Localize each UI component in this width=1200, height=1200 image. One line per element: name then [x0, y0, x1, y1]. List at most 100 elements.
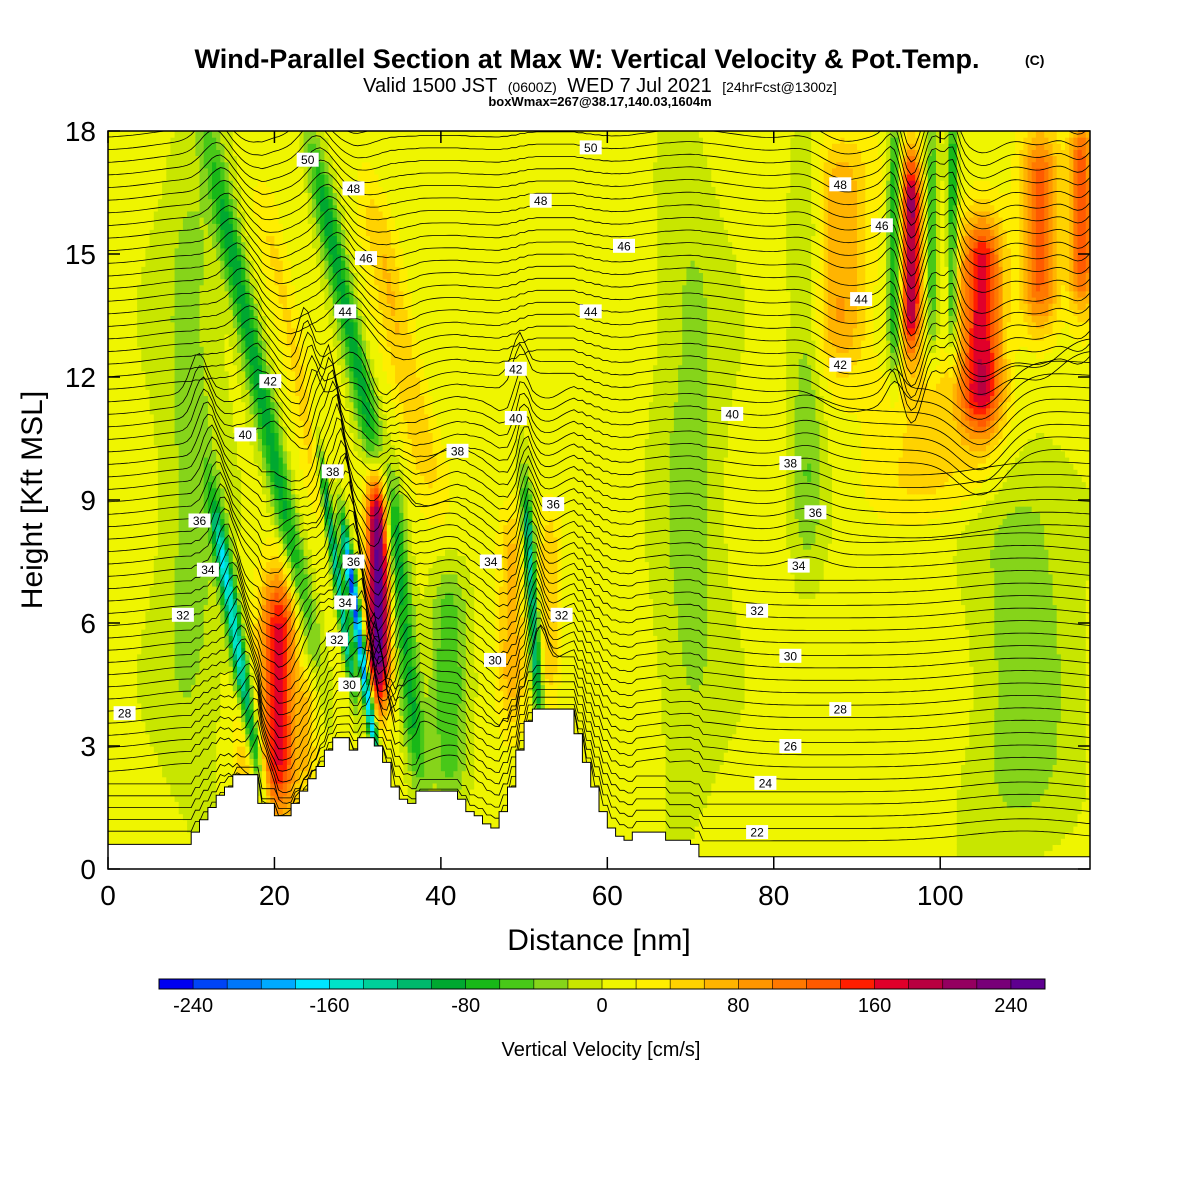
- velocity-cell: [270, 358, 276, 366]
- velocity-cell: [124, 752, 130, 759]
- velocity-cell: [174, 167, 180, 175]
- velocity-cell: [112, 512, 117, 519]
- velocity-cell: [249, 340, 255, 347]
- velocity-cell: [253, 469, 259, 476]
- velocity-cell: [166, 592, 172, 599]
- velocity-cell: [232, 198, 238, 206]
- velocity-cell: [116, 303, 122, 310]
- velocity-cell: [212, 801, 217, 809]
- velocity-cell: [178, 426, 184, 433]
- velocity-cell: [149, 204, 155, 212]
- velocity-cell: [174, 512, 180, 519]
- velocity-cell: [153, 752, 159, 759]
- velocity-cell: [157, 672, 163, 679]
- velocity-cell: [266, 340, 271, 347]
- velocity-cell: [162, 235, 167, 243]
- velocity-cell: [274, 204, 280, 212]
- velocity-cell: [182, 137, 188, 144]
- velocity-cell: [120, 727, 126, 735]
- velocity-cell: [220, 543, 226, 550]
- velocity-cell: [137, 204, 142, 212]
- velocity-cell: [249, 635, 255, 642]
- velocity-cell: [199, 395, 205, 403]
- velocity-cell: [266, 764, 271, 772]
- velocity-cell: [124, 192, 130, 200]
- velocity-cell: [166, 696, 172, 704]
- velocity-cell: [153, 555, 159, 563]
- velocity-cell: [274, 592, 280, 599]
- velocity-cell: [120, 758, 126, 765]
- velocity-cell: [232, 481, 238, 489]
- velocity-cell: [149, 801, 155, 809]
- velocity-cell: [195, 672, 201, 679]
- velocity-cell: [108, 303, 113, 310]
- velocity-cell: [116, 536, 122, 544]
- velocity-cell: [120, 235, 126, 243]
- velocity-cell: [178, 819, 184, 827]
- velocity-cell: [257, 506, 263, 513]
- velocity-cell: [228, 395, 234, 403]
- velocity-cell: [249, 616, 255, 624]
- velocity-cell: [187, 647, 192, 655]
- velocity-cell: [195, 801, 201, 809]
- velocity-cell: [270, 260, 276, 267]
- velocity-cell: [191, 395, 196, 403]
- velocity-cell: [257, 309, 263, 316]
- velocity-cell: [212, 715, 217, 723]
- velocity-cell: [228, 530, 234, 538]
- velocity-cell: [249, 739, 255, 747]
- velocity-cell: [241, 469, 246, 476]
- velocity-cell: [170, 432, 176, 439]
- velocity-cell: [266, 789, 271, 796]
- velocity-cell: [145, 284, 151, 292]
- velocity-cell: [120, 340, 126, 347]
- velocity-cell: [199, 192, 205, 200]
- velocity-cell: [216, 217, 221, 224]
- velocity-cell: [187, 260, 192, 267]
- velocity-cell: [207, 370, 213, 378]
- velocity-cell: [116, 739, 122, 747]
- velocity-cell: [157, 832, 163, 839]
- velocity-cell: [133, 487, 138, 495]
- velocity-cell: [212, 210, 217, 218]
- velocity-cell: [124, 592, 130, 599]
- velocity-cell: [262, 635, 267, 642]
- velocity-cell: [257, 592, 263, 599]
- velocity-cell: [266, 770, 271, 778]
- velocity-cell: [270, 426, 276, 433]
- velocity-cell: [228, 635, 234, 642]
- velocity-cell: [266, 666, 271, 673]
- velocity-cell: [153, 647, 159, 655]
- velocity-cell: [162, 487, 167, 495]
- velocity-cell: [141, 469, 147, 476]
- velocity-cell: [124, 629, 130, 636]
- velocity-cell: [182, 481, 188, 489]
- velocity-cell: [174, 530, 180, 538]
- velocity-cell: [274, 727, 280, 735]
- velocity-cell: [191, 481, 196, 489]
- velocity-cell: [224, 192, 230, 200]
- velocity-cell: [157, 186, 163, 193]
- velocity-cell: [153, 352, 159, 360]
- velocity-cell: [112, 746, 117, 753]
- velocity-cell: [237, 370, 242, 378]
- velocity-cell: [174, 819, 180, 827]
- velocity-cell: [266, 703, 271, 710]
- velocity-cell: [120, 678, 126, 686]
- velocity-cell: [237, 524, 242, 532]
- velocity-cell: [174, 770, 180, 778]
- velocity-cell: [257, 346, 263, 353]
- velocity-cell: [191, 155, 196, 163]
- velocity-cell: [195, 340, 201, 347]
- velocity-cell: [207, 161, 213, 169]
- velocity-cell: [228, 500, 234, 507]
- velocity-cell: [145, 204, 151, 212]
- velocity-cell: [203, 143, 209, 150]
- velocity-cell: [195, 186, 201, 193]
- velocity-cell: [162, 315, 167, 323]
- velocity-cell: [224, 653, 230, 661]
- velocity-cell: [166, 764, 172, 772]
- velocity-cell: [203, 543, 209, 550]
- velocity-cell: [212, 641, 217, 649]
- velocity-cell: [237, 604, 242, 612]
